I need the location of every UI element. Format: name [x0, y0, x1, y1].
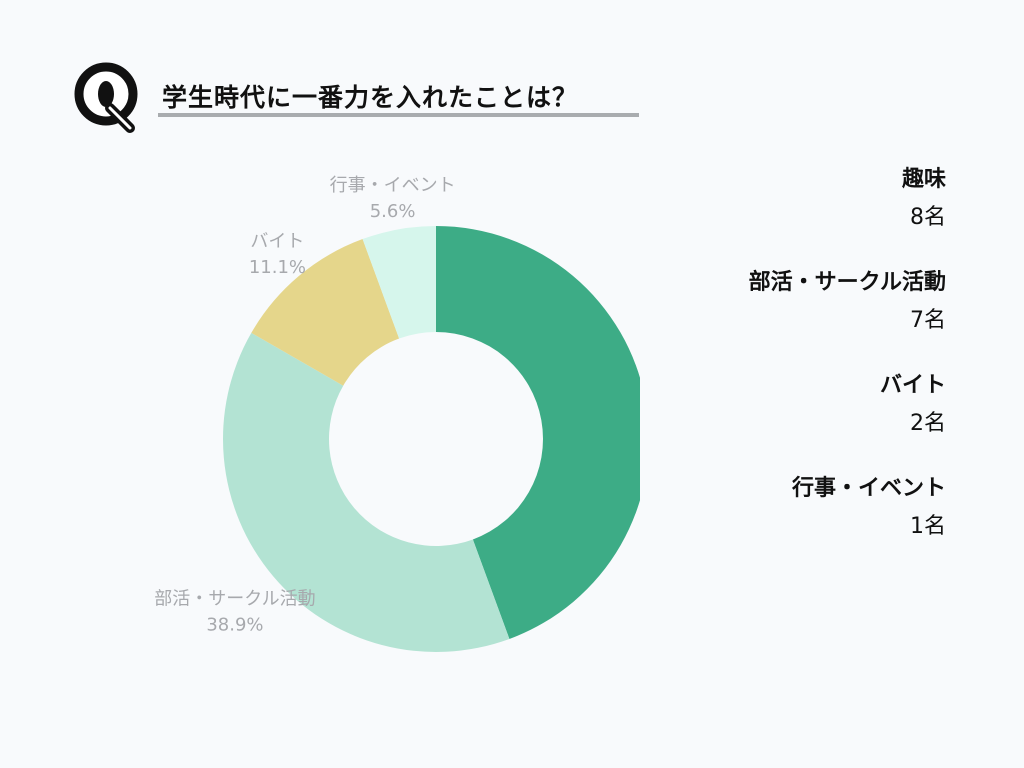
legend-name: 行事・イベント — [791, 476, 946, 501]
question-header: Q 学生時代に一番力を入れたことは？ — [70, 58, 645, 138]
donut-slice-parttime — [251, 239, 400, 386]
q-badge-icon: Q — [74, 62, 138, 133]
legend: 趣味 8名 部活・サークル活動 7名 バイト 2名 行事・イベント 1名 — [749, 160, 946, 572]
legend-name: 趣味 — [901, 167, 946, 192]
slice-label-parttime: バイト — [250, 231, 304, 252]
legend-item-club: 部活・サークル活動 7名 — [749, 263, 946, 366]
slice-percent-event: 5.6% — [370, 201, 416, 222]
donut-slices — [222, 226, 640, 652]
donut-slice-club — [222, 332, 510, 652]
slice-label-event: 行事・イベント — [330, 175, 456, 196]
legend-item-hobby: 趣味 8名 — [749, 160, 946, 263]
legend-item-parttime: バイト 2名 — [749, 366, 946, 469]
slice-percent-parttime: 11.1% — [249, 257, 306, 278]
question-title: 学生時代に一番力を入れたことは？ — [162, 83, 579, 112]
donut-slice-hobby — [436, 226, 640, 639]
slice-percent-club: 38.9% — [206, 615, 263, 636]
slice-label-club: 部活・サークル活動 — [154, 589, 315, 610]
legend-item-event: 行事・イベント 1名 — [749, 469, 946, 572]
legend-count: 8名 — [910, 205, 946, 230]
legend-count: 2名 — [910, 411, 946, 436]
donut-slice-event — [362, 226, 436, 339]
title-underline — [158, 113, 639, 117]
legend-name: 部活・サークル活動 — [748, 270, 946, 295]
legend-count: 1名 — [910, 514, 946, 539]
legend-count: 7名 — [910, 308, 946, 333]
legend-name: バイト — [879, 373, 946, 398]
